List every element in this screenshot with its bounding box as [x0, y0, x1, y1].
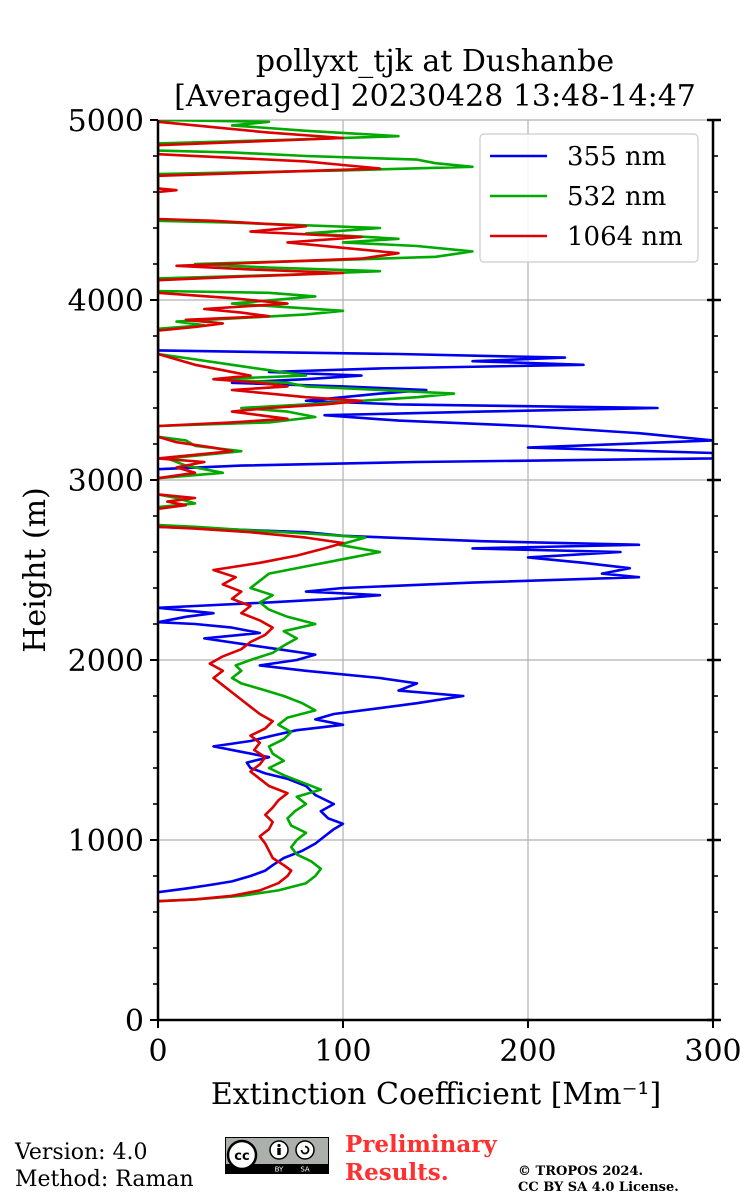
data-series	[158, 120, 713, 903]
y-tick-label: 0	[125, 1004, 144, 1039]
cc-by-sa-license-icon: cc BY SA	[225, 1137, 329, 1174]
legend-label-1064: 1064 nm	[567, 222, 683, 252]
y-tick-label: 2000	[68, 644, 144, 679]
y-axis-label: Height (m)	[18, 487, 53, 652]
legend-label-532: 532 nm	[567, 182, 666, 212]
y-tick-label: 5000	[68, 104, 144, 139]
legend: 355 nm 532 nm 1064 nm	[479, 133, 699, 263]
svg-text:cc: cc	[234, 1149, 249, 1164]
y-tick-label: 3000	[68, 464, 144, 499]
x-tick-label: 200	[499, 1034, 556, 1069]
version-text: Version: 4.0	[15, 1140, 148, 1165]
x-tick-label: 300	[684, 1034, 741, 1069]
series-line-1064-nm	[158, 120, 400, 903]
series-line-355-nm	[158, 349, 713, 894]
copyright-line-1: © TROPOS 2024.	[518, 1164, 644, 1179]
y-tick-label: 1000	[68, 824, 144, 859]
preliminary-results-notice: Preliminary Results.	[345, 1131, 497, 1187]
method-text: Method: Raman	[15, 1167, 194, 1192]
preliminary-line-1: Preliminary	[345, 1131, 497, 1158]
series-line-532-nm	[158, 120, 474, 903]
x-tick-label: 0	[148, 1034, 167, 1069]
legend-box	[479, 133, 699, 263]
svg-text:SA: SA	[300, 1166, 310, 1174]
legend-label-355: 355 nm	[567, 142, 666, 172]
preliminary-line-2: Results.	[345, 1159, 449, 1186]
y-tick-label: 4000	[68, 284, 144, 319]
chart-title-line-1: pollyxt_tjk at Dushanbe	[256, 44, 614, 79]
copyright-line-2: CC BY SA 4.0 License.	[518, 1180, 679, 1195]
copyright-notice: © TROPOS 2024. CC BY SA 4.0 License.	[518, 1164, 679, 1196]
chart-title-line-2: [Averaged] 20230428 13:48-14:47	[174, 79, 696, 114]
svg-text:BY: BY	[275, 1166, 284, 1174]
x-axis-label: Extinction Coefficient [Mm⁻¹]	[211, 1077, 661, 1112]
x-tick-label: 100	[314, 1034, 371, 1069]
